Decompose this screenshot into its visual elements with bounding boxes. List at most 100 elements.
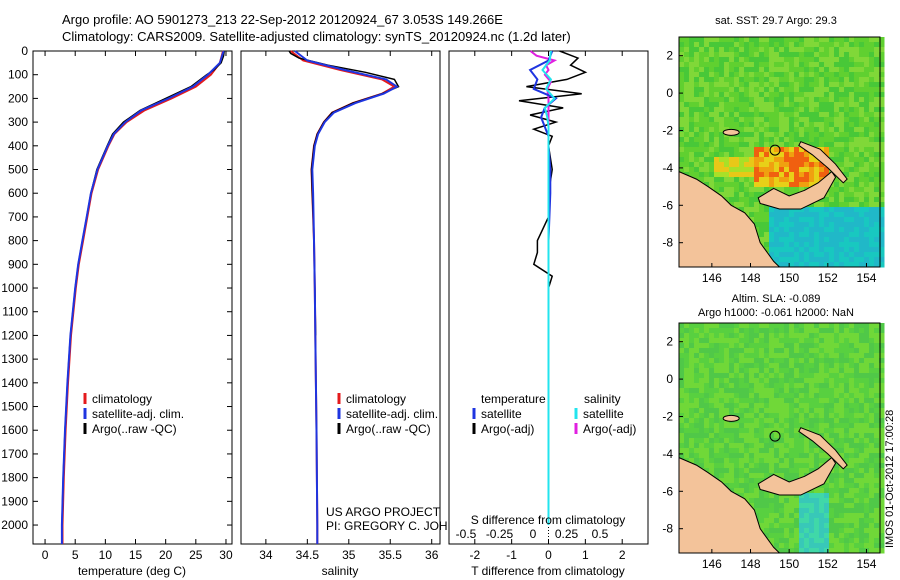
heatmap-cell bbox=[854, 242, 860, 248]
heatmap-cell bbox=[744, 122, 750, 128]
heatmap-cell bbox=[734, 473, 740, 479]
heatmap-cell bbox=[699, 423, 705, 429]
heatmap-cell bbox=[769, 67, 775, 73]
heatmap-cell bbox=[839, 413, 845, 419]
heatmap-cell bbox=[699, 388, 705, 394]
map-x-tick-label: 148 bbox=[740, 271, 760, 285]
heatmap-cell bbox=[734, 423, 740, 429]
heatmap-cell bbox=[849, 538, 855, 544]
heatmap-cell bbox=[719, 152, 725, 158]
heatmap-cell bbox=[814, 493, 820, 499]
heatmap-cell bbox=[879, 523, 885, 529]
heatmap-cell bbox=[809, 508, 815, 514]
heatmap-cell bbox=[794, 533, 800, 539]
heatmap-cell bbox=[869, 513, 875, 519]
heatmap-cell bbox=[859, 167, 865, 173]
map-y-tick-label: 2 bbox=[666, 335, 673, 349]
heatmap-cell bbox=[784, 543, 790, 549]
heatmap-cell bbox=[809, 222, 815, 228]
heatmap-cell bbox=[829, 107, 835, 113]
heatmap-cell bbox=[869, 478, 875, 484]
heatmap-cell bbox=[699, 87, 705, 93]
heatmap-cell bbox=[774, 52, 780, 58]
heatmap-cell bbox=[679, 453, 685, 459]
heatmap-cell bbox=[744, 398, 750, 404]
heatmap-cell bbox=[764, 232, 770, 238]
heatmap-cell bbox=[874, 112, 880, 118]
heatmap-cell bbox=[869, 473, 875, 479]
heatmap-cell bbox=[744, 157, 750, 163]
heatmap-cell bbox=[734, 87, 740, 93]
heatmap-cell bbox=[784, 162, 790, 168]
heatmap-cell bbox=[789, 62, 795, 68]
heatmap-cell bbox=[769, 247, 775, 253]
heatmap-cell bbox=[704, 97, 710, 103]
heatmap-cell bbox=[854, 257, 860, 263]
heatmap-cell bbox=[849, 187, 855, 193]
heatmap-cell bbox=[869, 458, 875, 464]
heatmap-cell bbox=[839, 207, 845, 213]
heatmap-cell bbox=[779, 147, 785, 153]
heatmap-cell bbox=[789, 373, 795, 379]
heatmap-cell bbox=[689, 418, 695, 424]
heatmap-cell bbox=[794, 508, 800, 514]
heatmap-cell bbox=[719, 177, 725, 183]
heatmap-cell bbox=[874, 142, 880, 148]
heatmap-cell bbox=[734, 343, 740, 349]
heatmap-cell bbox=[879, 57, 885, 63]
heatmap-cell bbox=[804, 418, 810, 424]
heatmap-cell bbox=[764, 363, 770, 369]
heatmap-cell bbox=[864, 393, 870, 399]
heatmap-cell bbox=[879, 503, 885, 509]
heatmap-cell bbox=[754, 167, 760, 173]
heatmap-cell bbox=[744, 488, 750, 494]
heatmap-cell bbox=[729, 72, 735, 78]
heatmap-cell bbox=[709, 333, 715, 339]
heatmap-cell bbox=[694, 338, 700, 344]
heatmap-cell bbox=[859, 132, 865, 138]
heatmap-cell bbox=[814, 157, 820, 163]
heatmap-cell bbox=[754, 152, 760, 158]
x-tick-label: 0 bbox=[545, 548, 552, 562]
heatmap-cell bbox=[819, 408, 825, 414]
heatmap-cell bbox=[719, 52, 725, 58]
heatmap-cell bbox=[824, 433, 830, 439]
heatmap-cell bbox=[829, 383, 835, 389]
heatmap-cell bbox=[854, 127, 860, 133]
heatmap-cell bbox=[869, 242, 875, 248]
heatmap-cell bbox=[679, 413, 685, 419]
heatmap-cell bbox=[789, 257, 795, 263]
sst-map-panel: sat. SST: 29.7 Argo: 29.3 146 148 150 152 15… bbox=[662, 15, 885, 285]
heatmap-cell bbox=[879, 498, 885, 504]
heatmap-cell bbox=[874, 77, 880, 83]
heatmap-cell bbox=[734, 72, 740, 78]
heatmap-cell bbox=[844, 538, 850, 544]
heatmap-cell bbox=[819, 97, 825, 103]
heatmap-cell bbox=[834, 503, 840, 509]
heatmap-cell bbox=[794, 343, 800, 349]
heatmap-cell bbox=[774, 102, 780, 108]
sla-map-title: Altim. SLA: -0.089 bbox=[732, 293, 821, 305]
heatmap-cell bbox=[709, 137, 715, 143]
heatmap-cell bbox=[829, 328, 835, 334]
heatmap-cell bbox=[829, 147, 835, 153]
heatmap-cell bbox=[854, 82, 860, 88]
heatmap-cell bbox=[754, 102, 760, 108]
heatmap-cell bbox=[864, 533, 870, 539]
heatmap-cell bbox=[779, 408, 785, 414]
sla-heatmap bbox=[678, 323, 885, 554]
heatmap-cell bbox=[839, 403, 845, 409]
heatmap-cell bbox=[794, 523, 800, 529]
heatmap-cell bbox=[869, 112, 875, 118]
heatmap-cell bbox=[834, 373, 840, 379]
heatmap-cell bbox=[794, 132, 800, 138]
heatmap-cell bbox=[754, 157, 760, 163]
heatmap-cell bbox=[859, 157, 865, 163]
heatmap-cell bbox=[784, 408, 790, 414]
heatmap-cell bbox=[874, 408, 880, 414]
heatmap-cell bbox=[729, 338, 735, 344]
heatmap-cell bbox=[874, 132, 880, 138]
heatmap-cell bbox=[844, 187, 850, 193]
new-britain-land bbox=[757, 170, 837, 210]
